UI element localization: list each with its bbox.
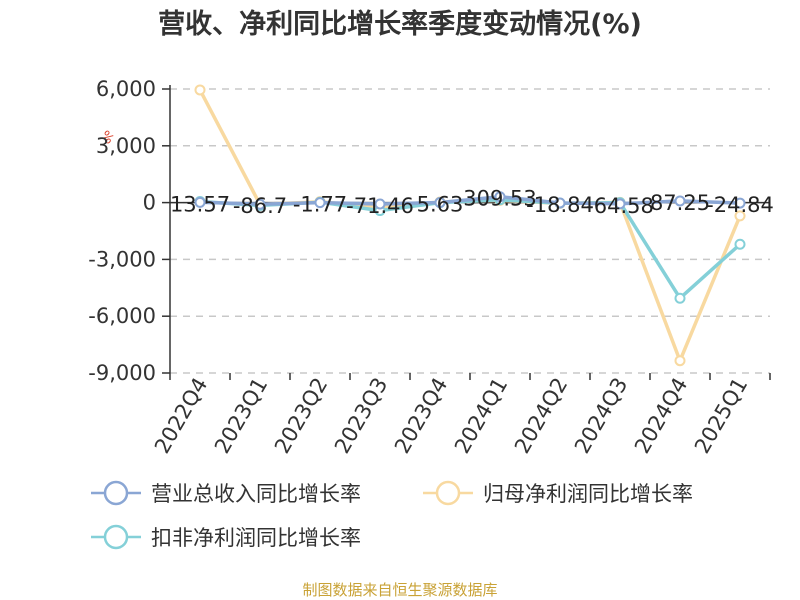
data-label: -18.84 [526, 193, 594, 217]
y-tick-label: 6,000 [96, 77, 156, 101]
series-line [199, 194, 741, 206]
data-point [674, 195, 686, 207]
chart-title: 营收、净利同比增长率季度变动情况(%) [158, 8, 642, 40]
data-point [254, 198, 266, 210]
y-axis-ticks: 6,000 3,000 0 -3,000 -6,000 -9,000 [88, 77, 170, 385]
data-label: -71.46 [346, 194, 414, 218]
y-tick-label: 0 [143, 191, 156, 215]
x-tick-label: 2023Q1 [210, 374, 272, 458]
data-point [194, 84, 206, 96]
y-tick-label: -3,000 [88, 247, 156, 271]
data-label: 87.25 [650, 191, 710, 215]
data-point [494, 191, 506, 203]
x-tick-label: 2023Q4 [390, 374, 452, 458]
legend-marker [103, 524, 129, 550]
x-tick-label: 2022Q4 [150, 374, 212, 458]
legend-marker [435, 480, 461, 506]
data-label: -1.77 [293, 193, 347, 217]
axes [169, 85, 770, 373]
data-point [674, 355, 686, 367]
data-point [374, 198, 386, 210]
legend-marker [103, 480, 129, 506]
data-labels: 13.57 -86.7 -1.77-71.46 5.63 309.53-18.84-64… [170, 187, 774, 219]
data-point [554, 197, 566, 209]
data-point [734, 197, 746, 209]
x-tick-label: 2024Q1 [450, 374, 512, 458]
data-label: 13.57 [170, 192, 230, 216]
data-label: -64.58 [586, 194, 654, 218]
data-point [734, 238, 746, 250]
data-point [734, 210, 746, 222]
data-point [434, 196, 446, 208]
x-tick-label: 2023Q3 [330, 374, 392, 458]
legend-label: 营业总收入同比增长率 [151, 482, 361, 506]
data-point [314, 197, 326, 209]
x-axis-ticks: 2022Q42023Q12023Q22023Q32023Q42024Q12024… [150, 373, 771, 458]
legend-item[interactable]: 扣非净利润同比增长率 [91, 524, 361, 550]
legend-item[interactable]: 营业总收入同比增长率 [91, 480, 361, 506]
y-tick-label: -9,000 [88, 361, 156, 385]
x-tick-label: 2025Q1 [690, 374, 752, 458]
legend-label: 扣非净利润同比增长率 [151, 526, 361, 550]
data-point [194, 196, 206, 208]
series [194, 84, 746, 367]
x-tick-label: 2023Q2 [270, 374, 332, 458]
y-tick-label: 3,000 [96, 134, 156, 158]
data-label: 309.53 [463, 187, 536, 211]
x-tick-label: 2024Q3 [570, 374, 632, 458]
grid [170, 88, 770, 374]
data-label: -86.7 [233, 194, 287, 218]
data-point [614, 198, 626, 210]
x-tick-label: 2024Q2 [510, 374, 572, 458]
data-label: 5.63 [417, 192, 464, 216]
data-label: -24.84 [706, 193, 774, 217]
data-point [674, 292, 686, 304]
legend-label: 归母净利润同比增长率 [483, 482, 693, 506]
x-tick-label: 2024Q4 [630, 374, 692, 458]
legend-item[interactable]: 归母净利润同比增长率 [423, 480, 693, 506]
series-line [198, 89, 742, 363]
source-note: 制图数据来自恒生聚源数据库 [302, 581, 497, 599]
y-tick-label: -6,000 [88, 304, 156, 328]
